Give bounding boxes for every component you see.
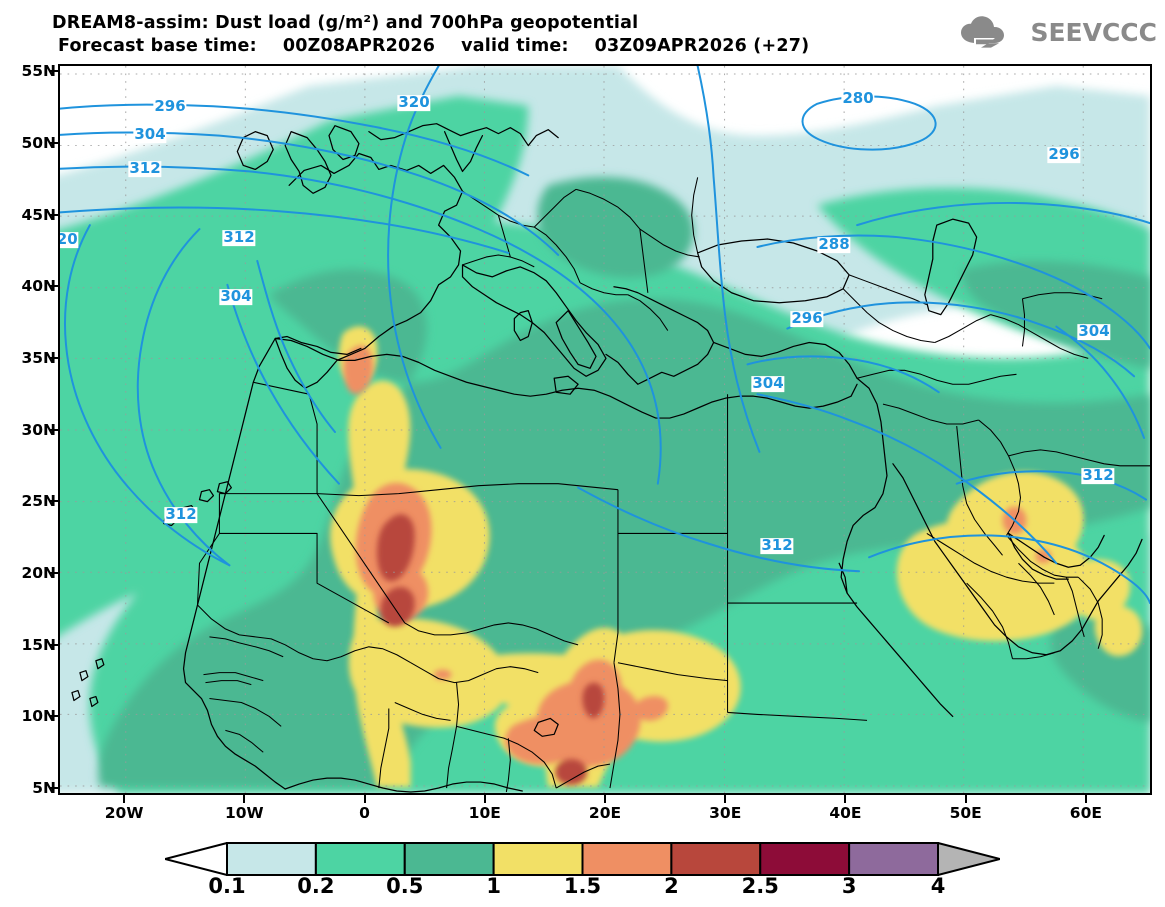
dust-band-2 [376,514,605,786]
colorbar[interactable]: 0.1 0.2 0.5 1 1.5 2 2.5 3 4 [0,840,1165,907]
y-tick-mark [49,786,58,789]
colorbar-tick-4: 4 [930,874,946,898]
y-tick-mark [49,571,58,574]
x-tick-mark [123,795,126,803]
colorbar-segment-1 [226,842,317,876]
colorbar-segment-5 [581,842,673,876]
y-tick-mark [49,643,58,646]
x-axis-tick-30E: 30E [709,804,742,822]
page-title: DREAM8-assim: Dust load (g/m²) and 700hP… [52,13,639,33]
dust-load-map [60,66,1150,793]
seevccc-logo: SEEVCCC [958,14,1157,50]
y-tick-mark [49,141,58,144]
x-tick-mark [363,795,366,803]
x-tick-mark [483,795,486,803]
colorbar-under-arrow [165,842,228,876]
colorbar-segment-2 [314,842,406,876]
y-tick-mark [49,356,58,359]
lat-lon-gridlines [60,66,1150,793]
y-axis-tick-20N: 20N [21,563,56,582]
y-axis-tick-40N: 40N [21,277,56,296]
x-tick-mark [724,795,727,803]
x-axis-tick-60E: 60E [1069,804,1102,822]
y-axis-tick-10N: 10N [21,707,56,726]
geopotential-contours [60,66,1150,605]
valid-time-label: valid time: [461,35,569,56]
colorbar-tick-1.5: 1.5 [563,874,602,898]
x-axis-tick-10W: 10W [224,804,264,822]
x-axis-tick-50E: 50E [949,804,982,822]
forecast-base-label: Forecast base time: [58,35,257,56]
colorbar-segment-7 [759,842,851,876]
colorbar-tick-0.2: 0.2 [297,874,335,898]
logo-text: SEEVCCC [1030,17,1157,47]
x-axis-tick-20W: 20W [104,804,144,822]
colorbar-tick-0.5: 0.5 [386,874,424,898]
colorbar-tick-0.1: 0.1 [208,874,246,898]
x-axis-tick-40E: 40E [829,804,862,822]
y-tick-mark [49,428,58,431]
y-axis-tick-25N: 25N [21,492,56,511]
x-tick-mark [604,795,606,803]
x-tick-mark [1084,795,1087,803]
y-axis-tick-5N: 5N [32,778,56,797]
cloud-wind-icon [961,16,1005,49]
y-axis-tick-35N: 35N [21,348,56,367]
dust-band-2.5 [387,526,405,566]
colorbar-segment-4 [492,842,584,876]
y-tick-mark [49,70,58,73]
colorbar-tick-3: 3 [841,874,857,898]
x-tick-mark [243,795,246,803]
y-axis-tick-55N: 55N [21,62,56,81]
colorbar-tick-1: 1 [486,874,501,898]
colorbar-segment-3 [403,842,495,876]
y-tick-mark [49,715,58,718]
map-plot-area[interactable]: 2963043123203203123043122802882962963043… [58,64,1152,795]
x-tick-mark [844,795,847,803]
x-axis-tick-10E: 10E [468,804,501,822]
forecast-time-line: Forecast base time: 00Z08APR2026 valid tim… [52,35,809,58]
colorbar-segment-8 [848,842,939,876]
colorbar-tick-2.5: 2.5 [741,874,779,898]
y-axis-tick-45N: 45N [21,205,56,224]
x-axis-tick-20E: 20E [588,804,622,822]
y-tick-mark [49,213,58,216]
y-axis-tick-50N: 50N [21,133,56,152]
y-axis-tick-30N: 30N [21,420,56,439]
colorbar-tick-2: 2 [664,874,679,898]
y-tick-mark [49,285,58,288]
x-axis-tick-0: 0 [359,804,370,822]
y-axis-tick-15N: 15N [21,635,56,654]
forecast-base-value: 00Z08APR2026 [282,35,436,56]
y-tick-mark [49,500,58,503]
colorbar-over-arrow [937,842,1000,876]
colorbar-swatches [165,842,1000,876]
country-borders [196,177,1150,793]
chart-title-block: DREAM8-assim: Dust load (g/m²) and 700hP… [52,12,809,58]
colorbar-segment-6 [670,842,762,876]
valid-time-value: 03Z09APR2026 (+27) [594,35,810,56]
x-tick-mark [964,795,967,803]
